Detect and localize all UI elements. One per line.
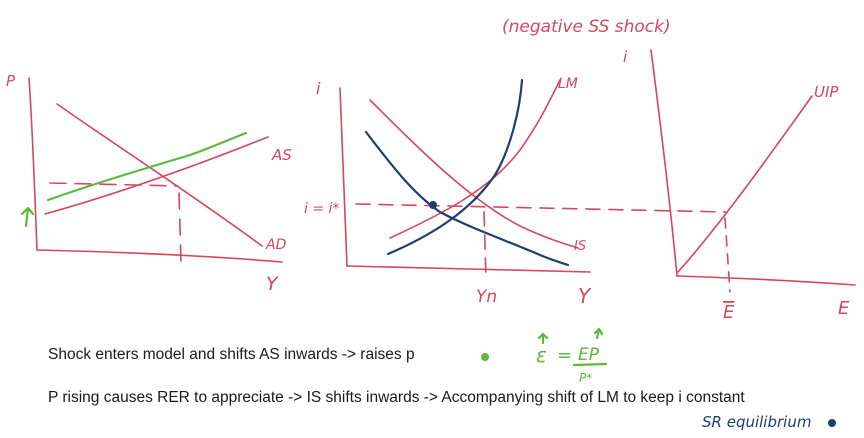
p3-y-axis bbox=[650, 49, 678, 277]
p2-is-label: IS bbox=[574, 239, 586, 254]
p1-shift-arrow-icon bbox=[20, 206, 35, 228]
p2-output-dashed bbox=[483, 211, 487, 279]
p2-rate-dashed bbox=[355, 203, 727, 213]
p1-as-curve bbox=[44, 136, 269, 215]
p2-x-axis bbox=[346, 265, 591, 273]
p2-shifted-is-curve bbox=[364, 130, 570, 267]
p1-price-dashed bbox=[49, 182, 179, 187]
p1-shifted-as-curve bbox=[46, 131, 248, 202]
p2-rate-label: i = i* bbox=[304, 201, 339, 217]
p2-is-curve bbox=[369, 99, 579, 249]
p3-e-bar-label: E bbox=[723, 302, 735, 323]
formula-denominator: P* bbox=[579, 371, 592, 385]
p1-output-dashed bbox=[178, 192, 182, 263]
formula-lhs: ε bbox=[536, 343, 547, 367]
p3-uip-label: UIP bbox=[814, 83, 839, 101]
p2-shifted-lm-curve bbox=[386, 78, 524, 256]
p1-as-label: AS bbox=[271, 146, 292, 164]
note1-green-dot bbox=[481, 353, 489, 361]
formula-numerator: EP bbox=[578, 345, 600, 365]
p2-y-axis-label: i bbox=[316, 79, 321, 98]
p1-x-axis bbox=[36, 249, 283, 263]
p1-ad-label: AD bbox=[265, 237, 287, 253]
formula-equals: = bbox=[557, 345, 572, 366]
sr-equilibrium-dot bbox=[828, 419, 836, 427]
formula-fraction-bar bbox=[572, 362, 608, 367]
sr-equilibrium-label: SR equilibrium bbox=[702, 413, 811, 431]
p2-lm-curve bbox=[389, 79, 561, 239]
formula-up-arrow-icon bbox=[593, 327, 604, 340]
p3-uip-curve bbox=[677, 95, 813, 273]
note-shock-as: Shock enters model and shifts AS inwards… bbox=[48, 346, 415, 363]
p2-output-label: Yn bbox=[476, 287, 497, 307]
p3-y-axis-label: i bbox=[623, 48, 628, 66]
formula-up-arrow-icon bbox=[537, 332, 549, 345]
note-rer-appreciation: P rising causes RER to appreciate -> IS … bbox=[48, 389, 745, 406]
p2-lm-label: LM bbox=[558, 76, 578, 92]
p2-y-axis bbox=[339, 87, 348, 267]
p3-x-axis bbox=[676, 275, 856, 286]
p1-x-axis-label: Y bbox=[266, 273, 279, 295]
p1-y-axis bbox=[28, 77, 38, 251]
p1-y-axis-label: P bbox=[6, 72, 16, 90]
p2-x-axis-label: Y bbox=[578, 284, 592, 308]
p2-equilibrium-dot bbox=[429, 201, 437, 209]
p3-x-axis-label: E bbox=[838, 298, 850, 319]
p1-ad-curve bbox=[56, 103, 263, 247]
heading-negative-ss-shock: (negative SS shock) bbox=[502, 17, 671, 37]
p3-e-dashed bbox=[724, 217, 731, 293]
